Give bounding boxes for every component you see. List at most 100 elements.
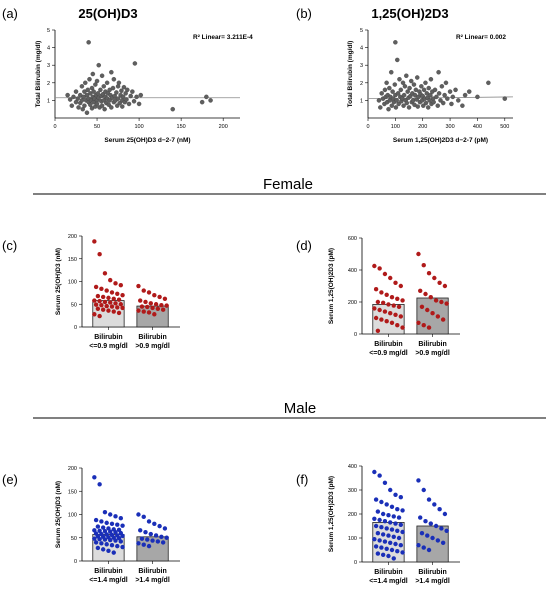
- panel-d-point: [395, 296, 400, 301]
- panel-b-point: [382, 87, 388, 93]
- panel-a-point: [67, 97, 73, 102]
- panel-a-point: [82, 103, 87, 108]
- panel-c-point: [153, 302, 159, 307]
- panel-a-point: [76, 105, 81, 110]
- panel-a-x-tick-label: 0: [53, 124, 56, 130]
- panel-f-point: [380, 532, 386, 537]
- panel-f-point: [391, 534, 396, 539]
- panel-e-y-axis-label: Serum 25(OH)D3 (nM): [55, 481, 62, 548]
- plots-layer: (a) 25(OH)D3 1 2 3 4 5 Total Bilirubin (mg/dl) 0…: [2, 6, 514, 585]
- panel-a-point: [79, 84, 85, 89]
- panel-b-point: [435, 103, 441, 108]
- panel-c-point: [120, 305, 125, 311]
- panel-f-point: [430, 535, 435, 541]
- panel-b-x-axis-label: Serum 1,25(OH)2D3 d−2-7 (pM): [393, 137, 488, 144]
- panel-c-point: [95, 293, 101, 299]
- panel-c-point: [118, 302, 124, 307]
- panel-b-x-tick-label: 500: [500, 124, 509, 130]
- panel-f-point: [395, 549, 400, 554]
- panel-e-point: [148, 531, 153, 537]
- panel-c-y-tick-label: 200: [68, 234, 77, 240]
- panel-b-point: [379, 91, 384, 96]
- panel-e-point: [106, 526, 111, 531]
- panel-f-point: [386, 513, 391, 518]
- panel-b-y-tick-label: 5: [360, 28, 363, 34]
- panel-f-point: [377, 538, 382, 543]
- panel-d-point: [421, 263, 426, 268]
- panel-f-point: [391, 556, 396, 561]
- panel-c-y-tick-label: 150: [68, 257, 77, 263]
- panel-b-point: [466, 89, 472, 94]
- panel-c-point: [116, 297, 122, 302]
- panel-f-y-tick-label: 300: [348, 488, 357, 494]
- panel-e-label: (e): [2, 472, 18, 487]
- panel-d-point: [372, 306, 377, 311]
- panel-d-point: [437, 280, 442, 285]
- panel-c-point: [139, 304, 145, 309]
- panel-a-y-tick-label: 3: [47, 63, 50, 69]
- panel-f-category-label: >1.4 mg/dl: [415, 578, 449, 585]
- panel-c-point: [136, 283, 141, 289]
- panel-a-point: [199, 99, 205, 105]
- panel-e-point: [118, 516, 124, 521]
- panel-f-point: [428, 521, 433, 526]
- panel-b-annotation: R² Linear= 0.002: [456, 34, 506, 41]
- panel-d-point: [419, 304, 425, 309]
- panel-f-point: [395, 528, 400, 533]
- panel-b-point: [439, 84, 445, 89]
- panel-e-y-tick-label: 0: [74, 559, 77, 565]
- panel-d-point: [398, 314, 404, 319]
- panel-c-y-tick-label: 100: [68, 280, 77, 286]
- panel-e-y-tick-label: 150: [68, 489, 77, 495]
- panel-f-point: [396, 515, 402, 520]
- panel-a-y-tick-label: 5: [47, 28, 50, 34]
- panel-f-point: [382, 539, 388, 544]
- panel-a-x-tick-label: 100: [134, 124, 143, 130]
- panel-b-x-tick-label: 400: [473, 124, 482, 130]
- panel-e-point: [92, 475, 97, 480]
- panel-a-point: [125, 87, 130, 93]
- panel-d-point: [433, 298, 439, 303]
- panel-c-point: [95, 306, 101, 311]
- panel-b-point: [401, 103, 406, 108]
- panel-a-point: [71, 94, 76, 100]
- panel-f-point: [389, 527, 395, 532]
- panel-e-point: [153, 533, 159, 538]
- panel-a-title: 25(OH)D3: [78, 6, 137, 21]
- panel-c-point: [108, 300, 113, 305]
- panel-b-point: [398, 87, 404, 93]
- panel-d-point: [432, 275, 437, 281]
- panel-d-point: [375, 299, 381, 305]
- panel-b-point: [413, 87, 419, 93]
- panel-d-point: [379, 290, 384, 295]
- panel-b-point: [440, 100, 446, 106]
- panel-d-point: [418, 288, 423, 293]
- panel-a-point: [170, 106, 175, 112]
- panel-f-point: [419, 531, 425, 536]
- panel-a-point: [69, 103, 75, 108]
- panel-c-point: [113, 301, 118, 306]
- panel-f-y-tick-label: 200: [348, 512, 357, 518]
- panel-b-y-axis-label: Total Bilirubin (mg/dl): [347, 41, 354, 108]
- panel-e-point: [162, 526, 168, 531]
- panel-b-y-tick-label: 1: [360, 98, 363, 104]
- panel-d-category-label: >0.9 mg/dl: [415, 350, 449, 357]
- panel-d-point: [400, 298, 405, 303]
- panel-a-point: [120, 104, 125, 109]
- panel-c-point: [155, 306, 161, 311]
- panel-d-point: [389, 295, 395, 300]
- panel-f-point: [377, 517, 382, 523]
- panel-c-point: [148, 301, 153, 306]
- panel-f-point: [400, 550, 405, 555]
- panel-e-category-label: Bilirubin: [94, 568, 122, 575]
- panel-e-point: [120, 533, 125, 539]
- panel-a-point: [104, 80, 110, 86]
- panel-f-point: [372, 516, 377, 521]
- panel-d-y-axis-label: Serum 1,25(OH)2D3 (pM): [328, 248, 335, 324]
- panel-a-point: [109, 69, 114, 75]
- panel-e-point: [116, 536, 122, 541]
- panel-d-point: [377, 307, 382, 313]
- panel-e-point: [157, 523, 162, 529]
- panel-e-point: [120, 544, 125, 550]
